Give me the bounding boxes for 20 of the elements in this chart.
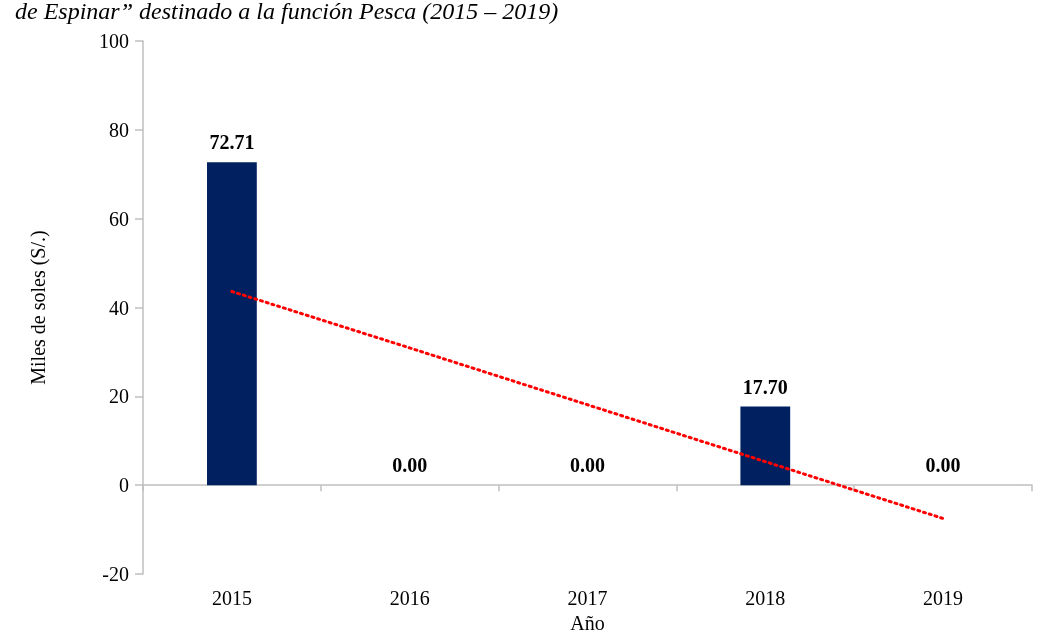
y-axis-title: Miles de soles (S/.) — [27, 230, 50, 385]
data-label: 0.00 — [925, 454, 961, 477]
y-tick-label: 0 — [119, 474, 129, 497]
y-tick-label: 40 — [109, 296, 129, 319]
data-label: 17.70 — [742, 375, 788, 398]
data-label: 0.00 — [392, 454, 428, 477]
data-label: 72.71 — [209, 131, 255, 154]
x-tick-label: 2018 — [745, 587, 786, 609]
y-tick-label: 60 — [109, 207, 129, 230]
data-label: 0.00 — [570, 454, 605, 477]
y-tick-label: 80 — [109, 118, 129, 141]
y-tick-label: -20 — [102, 563, 129, 585]
x-tick-label: 2017 — [567, 587, 608, 609]
chart-title: de Espinar” destinado a la función Pesca (2015 – 2019) — [15, 0, 559, 24]
y-tick-label: 100 — [99, 30, 129, 52]
x-axis-title: Año — [570, 611, 605, 632]
x-tick-label: 2016 — [389, 587, 430, 609]
x-tick-label: 2015 — [211, 587, 252, 609]
x-tick-label: 2019 — [923, 587, 964, 609]
y-tick-label: 20 — [109, 385, 129, 408]
